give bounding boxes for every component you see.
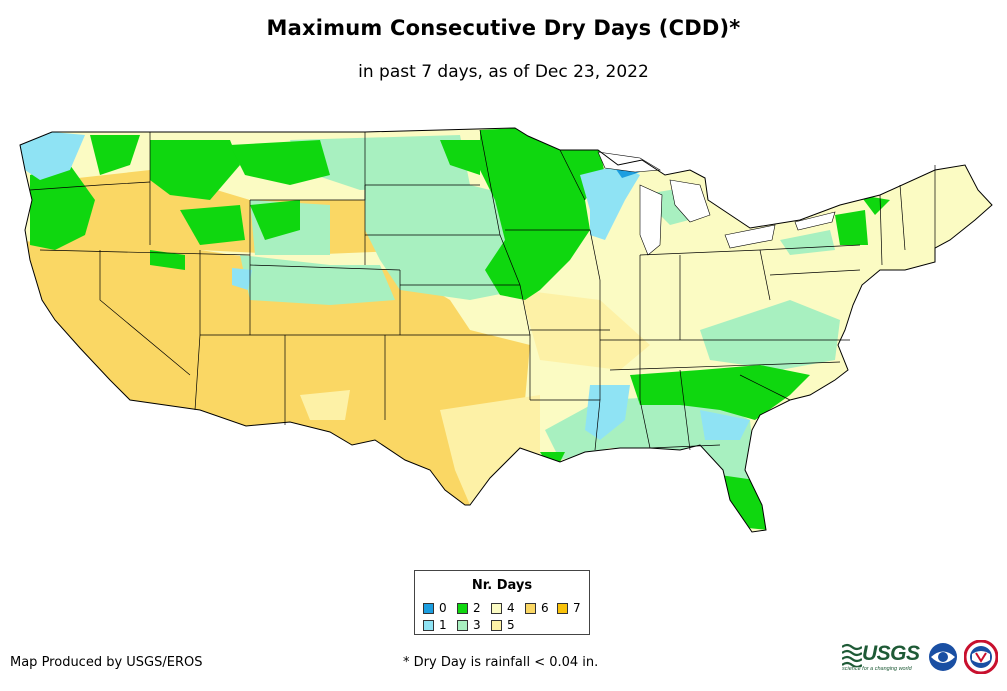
legend-swatch bbox=[423, 619, 434, 631]
legend-swatch bbox=[457, 602, 468, 614]
usgs-logo: USGS bbox=[862, 642, 920, 665]
agency-logos: USGS science for a changing world bbox=[842, 638, 1002, 678]
legend-item-3: 3 bbox=[457, 618, 481, 632]
legend-item-2: 2 bbox=[457, 601, 481, 615]
legend-swatch bbox=[457, 619, 468, 631]
map-title: Maximum Consecutive Dry Days (CDD)* bbox=[266, 16, 741, 40]
usgs-logo-mark bbox=[842, 643, 862, 667]
legend-label: 6 bbox=[541, 601, 549, 615]
legend-item-0: 0 bbox=[423, 601, 447, 615]
legend-label: 3 bbox=[473, 618, 481, 632]
dry-day-footnote: * Dry Day is rainfall < 0.04 in. bbox=[403, 655, 599, 670]
legend-swatch bbox=[525, 602, 536, 614]
legend-item-1: 1 bbox=[423, 618, 447, 632]
legend-item-7: 7 bbox=[557, 601, 581, 615]
map-credit: Map Produced by USGS/EROS bbox=[10, 655, 203, 670]
legend-label: 2 bbox=[473, 601, 481, 615]
noaa-logo bbox=[929, 643, 957, 671]
legend-title: Nr. Days bbox=[471, 578, 533, 593]
legend-label: 5 bbox=[507, 618, 515, 632]
legend-swatch bbox=[491, 602, 502, 614]
legend-item-6: 6 bbox=[525, 601, 549, 615]
legend-swatch bbox=[491, 619, 502, 631]
nws-logo bbox=[964, 640, 998, 674]
legend-item-5: 5 bbox=[491, 618, 515, 632]
legend-item-4: 4 bbox=[491, 601, 515, 615]
legend-label: 0 bbox=[439, 601, 447, 615]
legend-label: 1 bbox=[439, 618, 447, 632]
usgs-tagline: science for a changing world bbox=[842, 666, 912, 672]
legend-swatch bbox=[423, 602, 434, 614]
cdd-map bbox=[19, 127, 993, 533]
map-legend: Nr. Days 0 1 2 3 4 5 6 7 bbox=[414, 570, 590, 635]
map-subtitle: in past 7 days, as of Dec 23, 2022 bbox=[358, 62, 649, 82]
legend-swatch bbox=[557, 602, 568, 614]
legend-label: 7 bbox=[573, 601, 581, 615]
legend-label: 4 bbox=[507, 601, 515, 615]
